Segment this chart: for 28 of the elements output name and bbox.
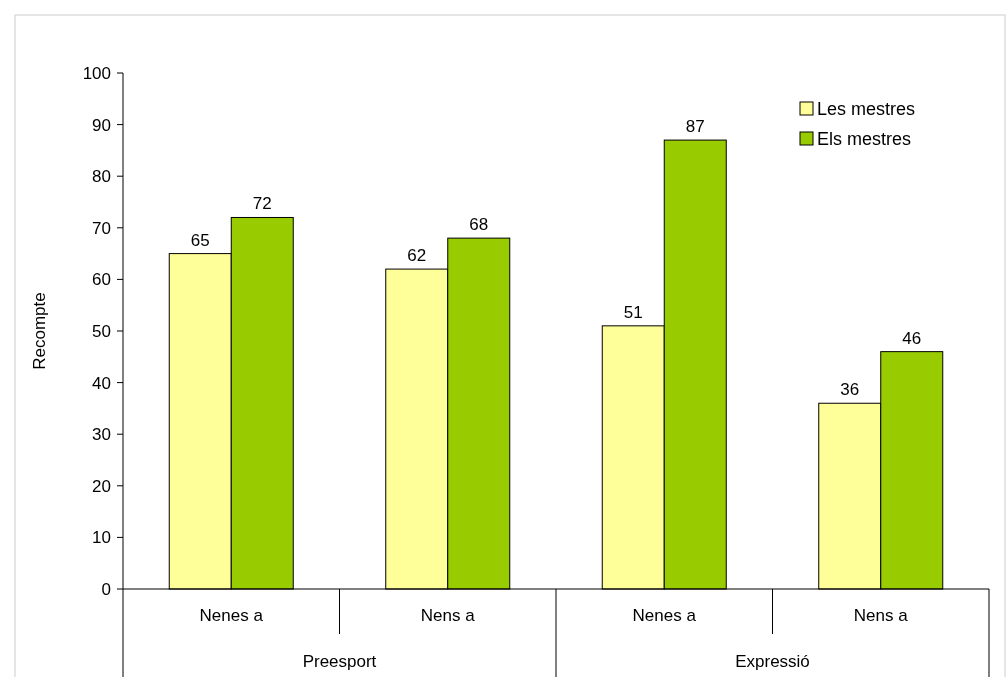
data-label: 51	[623, 302, 643, 322]
legend-label: Els mestres	[817, 129, 912, 150]
x-tick-label: Nens a	[420, 606, 476, 625]
y-tick-label: 20	[92, 476, 111, 496]
y-tick-label: 40	[92, 373, 111, 393]
y-tick-label: 30	[92, 425, 111, 445]
data-label: 62	[407, 246, 427, 266]
y-axis-title: Recompte	[30, 292, 49, 370]
data-label: 72	[252, 194, 272, 214]
text: Expressió	[735, 652, 810, 671]
data-label: 87	[685, 117, 705, 137]
x-tick-label: Nens a	[853, 606, 909, 625]
legend-label: Les mestres	[817, 99, 916, 120]
x-tick-label: Nenes a	[199, 606, 264, 625]
y-tick-label: 90	[92, 115, 111, 135]
y-tick-label: 0	[101, 579, 111, 599]
data-label: 46	[902, 328, 922, 348]
text: Preesport	[302, 652, 377, 671]
y-tick-label: 10	[92, 528, 111, 548]
y-tick-label: 70	[92, 218, 111, 238]
data-label: 65	[190, 230, 210, 250]
y-tick-label: 50	[92, 321, 111, 341]
y-tick-label: 100	[82, 63, 111, 83]
y-tick-label: 80	[92, 167, 111, 187]
y-tick-label: 60	[92, 270, 111, 290]
data-label: 68	[469, 215, 489, 235]
x-tick-label: Nenes a	[632, 606, 697, 625]
data-label: 36	[840, 380, 860, 400]
